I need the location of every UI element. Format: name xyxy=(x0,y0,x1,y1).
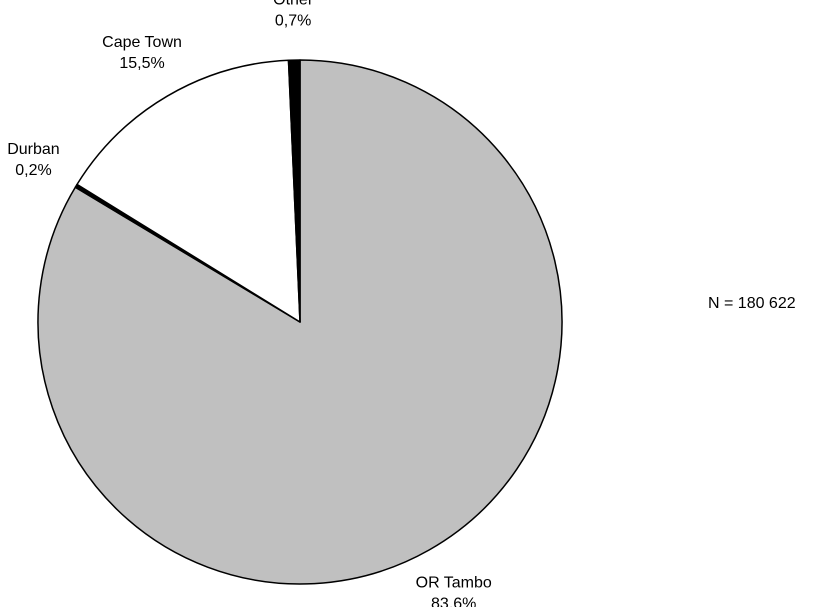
pie-slice xyxy=(76,59,301,323)
annotation: N = 180 622 xyxy=(708,295,796,312)
slice-label: OR Tambo xyxy=(416,575,492,592)
slice-value-label: 0,2% xyxy=(15,162,51,179)
slice-label: Other xyxy=(273,0,314,8)
slice-value-label: 15,5% xyxy=(119,55,164,72)
slice-label: Durban xyxy=(7,141,59,158)
slice-label: Cape Town xyxy=(102,34,182,51)
slice-value-label: 83,6% xyxy=(431,596,476,607)
slice-value-label: 0,7% xyxy=(275,12,311,29)
pie-slice xyxy=(287,59,301,323)
